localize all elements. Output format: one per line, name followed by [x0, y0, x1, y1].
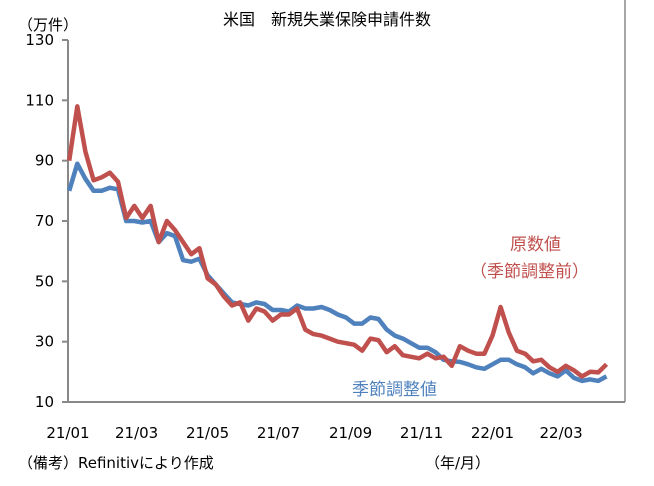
- y-axis-unit: （万件）: [18, 16, 79, 34]
- source-note: （備考）Refinitivにより作成: [18, 454, 214, 472]
- x-tick-label: 21/11: [400, 424, 443, 442]
- y-tick-label: 50: [35, 272, 54, 290]
- sa-series-label: 季節調整値: [352, 380, 437, 400]
- x-tick-label: 21/01: [46, 424, 89, 442]
- y-tick-label: 110: [25, 91, 54, 109]
- chart-title: 米国 新規失業保険申請件数: [222, 10, 431, 29]
- x-tick-label: 22/01: [471, 424, 514, 442]
- y-tick-label: 70: [35, 212, 54, 230]
- x-axis-unit: （年/月）: [425, 454, 491, 472]
- y-tick-label: 10: [35, 393, 54, 411]
- x-tick-label: 21/03: [115, 424, 158, 442]
- x-tick-label: 21/05: [186, 424, 229, 442]
- y-tick-label: 30: [35, 333, 54, 351]
- y-tick-label: 90: [35, 152, 54, 170]
- nsa-series-label: 原数値: [510, 235, 561, 255]
- nsa-series-line: [66, 104, 609, 379]
- x-tick-label: 21/07: [257, 424, 300, 442]
- x-tick-label: 22/03: [539, 424, 582, 442]
- nsa-series-sublabel: （季節調整前）: [470, 262, 589, 282]
- x-tick-label: 21/09: [329, 424, 372, 442]
- y-tick-label: 130: [25, 31, 54, 49]
